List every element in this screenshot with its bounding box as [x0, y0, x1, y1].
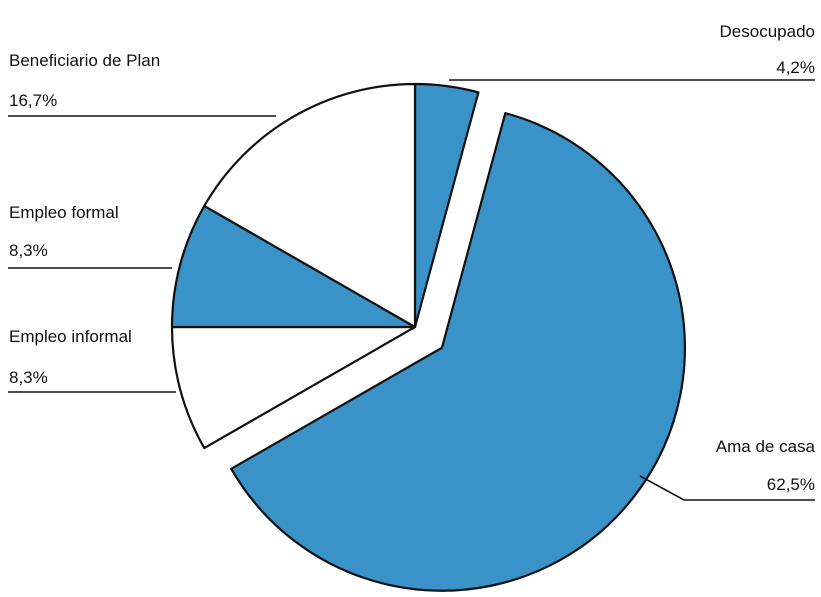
slice-labels: Desocupado 4,2% Ama de casa 62,5% Empleo… [9, 22, 816, 494]
pie-slice-beneficiario-de-plan [203, 82, 417, 329]
slice-label-beneficiario: Beneficiario de Plan [9, 51, 160, 70]
slice-value-desocupado: 4,2% [776, 58, 815, 77]
pie-slice-empleo-formal [170, 204, 417, 329]
slice-value-beneficiario: 16,7% [9, 91, 57, 110]
slice-label-ama-de-casa: Ama de casa [716, 437, 816, 456]
leader-lines [8, 79, 815, 501]
slice-label-desocupado: Desocupado [720, 22, 815, 41]
slice-label-empleo-formal: Empleo formal [9, 203, 119, 222]
pie-slice-empleo-informal [170, 325, 417, 450]
slice-value-empleo-informal: 8,3% [9, 368, 48, 387]
slice-value-ama-de-casa: 62,5% [767, 475, 815, 494]
slice-value-empleo-formal: 8,3% [9, 241, 48, 260]
slice-label-empleo-informal: Empleo informal [9, 327, 132, 346]
leader-line-ama-de-casa [639, 475, 815, 501]
pie-slices [170, 82, 686, 592]
pie-slice-ama-de-casa [230, 112, 686, 592]
